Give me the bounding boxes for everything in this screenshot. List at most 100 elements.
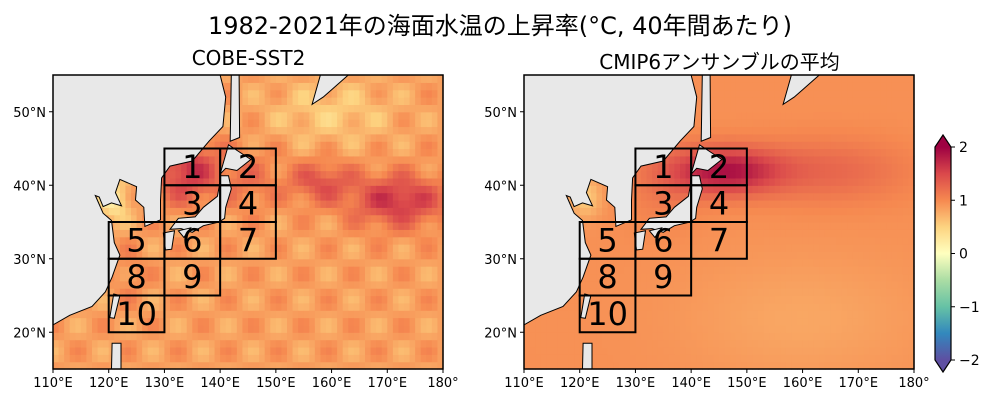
grid-cell [342, 104, 349, 113]
grid-cell [546, 354, 553, 363]
grid-cell [231, 310, 238, 319]
grid-cell [763, 222, 770, 230]
grid-cell [719, 185, 726, 194]
grid-cell [730, 295, 737, 304]
grid-cell [270, 89, 277, 98]
grid-cell [735, 214, 742, 223]
grid-cell [426, 133, 433, 142]
grid-cell [365, 192, 372, 201]
grid-cell [763, 192, 770, 201]
grid-cell [287, 207, 294, 216]
grid-cell [186, 339, 193, 348]
grid-cell [702, 339, 709, 348]
grid-cell [270, 185, 277, 194]
grid-cell [797, 111, 804, 120]
grid-cell [314, 111, 322, 120]
grid-cell [242, 177, 249, 186]
x-tick-label: 180° [427, 376, 458, 391]
grid-cell [763, 280, 770, 289]
grid-cell [802, 192, 809, 201]
grid-cell [691, 251, 698, 260]
grid-cell [69, 354, 76, 363]
grid-cell [813, 346, 820, 355]
grid-cell [685, 295, 692, 304]
grid-cell [431, 97, 439, 105]
grid-cell [752, 75, 759, 83]
grid-cell [220, 273, 227, 282]
grid-cell [774, 280, 781, 289]
grid-cell [613, 273, 620, 282]
grid-cell [719, 346, 726, 355]
grid-cell [131, 236, 138, 245]
grid-cell [735, 170, 742, 179]
grid-cell [785, 251, 793, 260]
grid-cell [320, 324, 327, 333]
grid-cell [326, 310, 333, 319]
grid-cell [613, 324, 620, 333]
grid-cell [303, 273, 310, 282]
grid-cell [674, 192, 681, 201]
grid-cell [797, 89, 804, 98]
grid-cell [242, 244, 249, 252]
grid-cell [309, 310, 316, 319]
grid-cell [702, 185, 709, 194]
grid-cell [524, 324, 531, 333]
grid-cell [585, 222, 592, 230]
grid-cell [114, 214, 121, 223]
grid-cell [259, 295, 266, 304]
x-tick-label: 150°E [256, 376, 296, 391]
grid-cell [365, 104, 372, 113]
grid-cell [381, 273, 388, 282]
grid-cell [420, 155, 427, 164]
grid-cell [253, 222, 260, 230]
grid-cell [287, 332, 294, 341]
grid-cell [365, 133, 372, 142]
grid-cell [398, 148, 405, 157]
grid-cell [819, 317, 826, 326]
grid-cell [236, 258, 244, 267]
grid-cell [214, 236, 221, 245]
grid-cell [802, 133, 809, 142]
grid-cell [398, 251, 405, 260]
grid-cell [780, 75, 787, 83]
grid-cell [153, 258, 160, 267]
grid-cell [797, 288, 804, 297]
grid-cell [142, 280, 149, 289]
grid-cell [613, 354, 620, 363]
grid-cell [752, 361, 759, 370]
grid-cell [785, 273, 793, 282]
grid-cell [197, 317, 205, 326]
grid-cell [668, 280, 676, 289]
grid-cell [752, 317, 759, 326]
grid-cell [398, 192, 405, 201]
grid-cell [175, 361, 182, 370]
grid-cell [746, 310, 754, 319]
grid-cell [381, 141, 388, 150]
grid-cell [613, 280, 620, 289]
grid-cell [125, 339, 132, 348]
grid-cell [365, 155, 372, 164]
grid-cell [97, 295, 104, 304]
grid-cell [197, 236, 205, 245]
grid-cell [309, 170, 316, 179]
grid-cell [735, 280, 742, 289]
grid-cell [596, 332, 603, 341]
grid-cell [741, 148, 748, 157]
grid-cell [119, 229, 127, 238]
grid-cell [674, 236, 681, 245]
grid-cell [409, 295, 416, 304]
grid-cell [170, 339, 177, 348]
grid-cell [652, 332, 659, 341]
grid-cell [197, 177, 205, 186]
grid-cell [326, 339, 333, 348]
grid-cell [376, 324, 383, 333]
grid-cell [236, 97, 244, 105]
grid-cell [142, 295, 149, 304]
grid-cell [696, 170, 703, 179]
grid-cell [158, 324, 166, 333]
grid-cell [225, 346, 232, 355]
grid-cell [813, 332, 820, 341]
grid-cell [707, 251, 715, 260]
grid-cell [181, 266, 188, 275]
grid-cell [359, 119, 366, 128]
